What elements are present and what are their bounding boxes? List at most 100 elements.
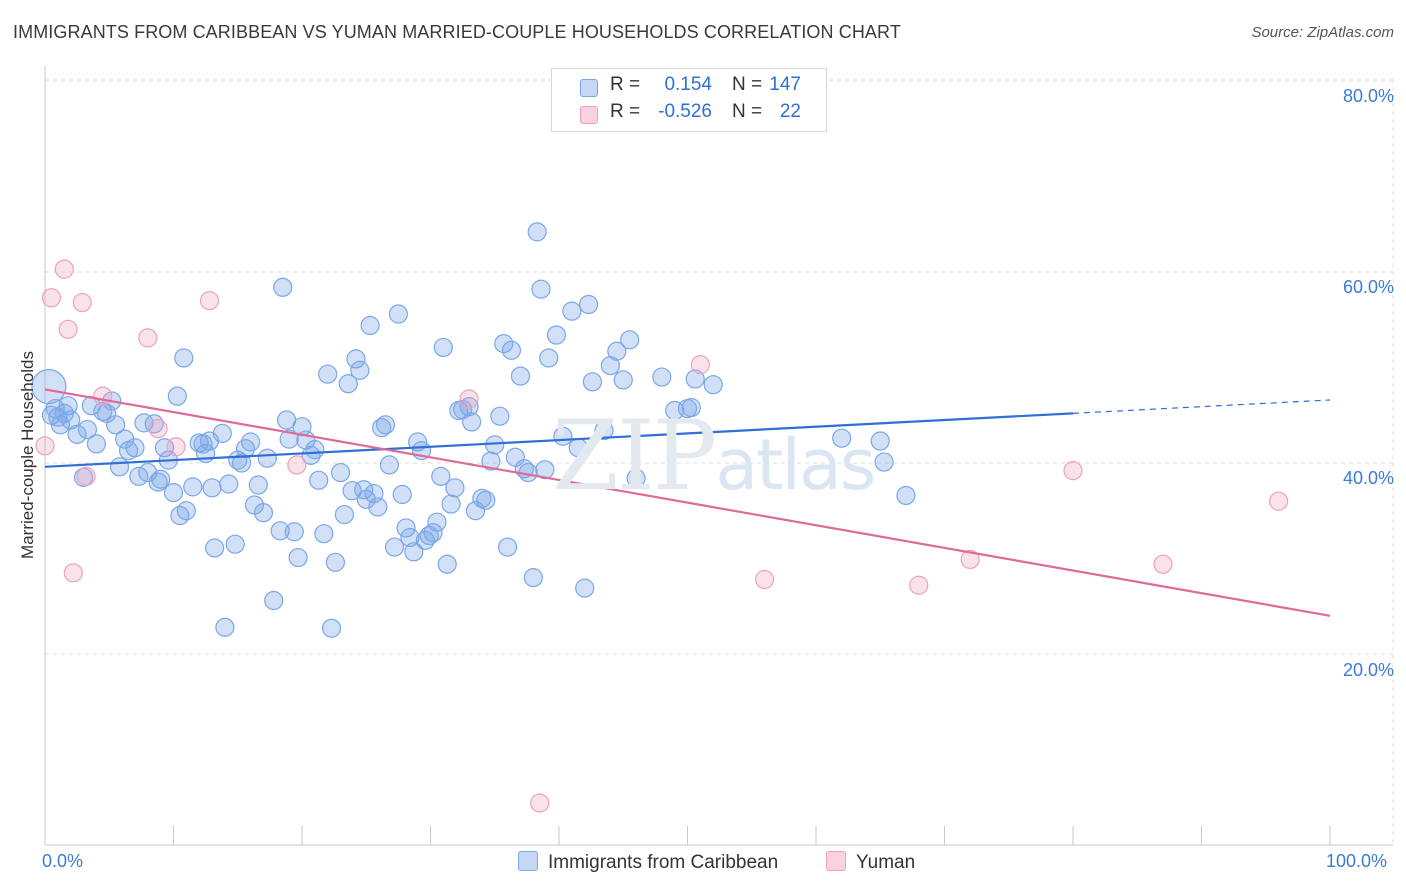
yuman-point (63, 563, 83, 583)
caribbean-trend-extension (1072, 399, 1331, 414)
chart-title: IMMIGRANTS FROM CARIBBEAN VS YUMAN MARRI… (13, 22, 901, 42)
yuman-point (199, 291, 220, 311)
caribbean-point (241, 432, 261, 452)
caribbean-point (309, 470, 329, 490)
yuman-point (148, 419, 168, 439)
caribbean-point (148, 472, 168, 492)
caribbean-point (270, 521, 290, 541)
caribbean-point (176, 501, 196, 521)
caribbean-point (388, 304, 408, 324)
caribbean-point (392, 484, 412, 505)
bottom-legend-caribbean: Immigrants from Caribbean (518, 851, 778, 874)
caribbean-point (125, 438, 145, 458)
caribbean-point (202, 478, 222, 498)
caribbean-point (67, 424, 87, 444)
caribbean-trend-line (44, 412, 1074, 468)
caribbean-point (183, 477, 203, 497)
caribbean-point (681, 398, 701, 418)
watermark: ZIPatlas (552, 400, 876, 512)
legend-n-label: N = (732, 101, 763, 122)
caribbean-point (212, 423, 232, 443)
yuman-point (166, 437, 186, 457)
watermark-atlas: atlas (715, 424, 876, 506)
caribbean-point (334, 504, 355, 525)
chart-source: Source: ZipAtlas.com (1251, 24, 1394, 41)
caribbean-point (874, 452, 894, 472)
yuman-point (93, 386, 113, 406)
caribbean-point (562, 301, 582, 321)
caribbean-point (384, 537, 405, 557)
caribbean-point (253, 503, 274, 523)
yuman-point (35, 436, 55, 456)
caribbean-point (273, 277, 293, 297)
yuman-point (58, 319, 78, 339)
yuman-point (1063, 461, 1083, 481)
watermark-zip: ZIP (552, 400, 717, 512)
caribbean-point (58, 396, 78, 416)
caribbean-point (832, 428, 852, 448)
caribbean-point (379, 455, 399, 475)
caribbean-point (870, 431, 890, 451)
caribbean-point (427, 512, 447, 532)
caribbean-point (685, 369, 705, 389)
caribbean-point (279, 429, 299, 449)
caribbean-point (703, 375, 723, 395)
legend-n-label: N = (732, 74, 763, 95)
y-tick-label: 20.0% (1342, 660, 1394, 680)
caribbean-point (346, 349, 366, 369)
x-tick-label: 100.0% (1326, 851, 1388, 871)
caribbean-point (167, 386, 187, 406)
caribbean-point (288, 547, 308, 568)
legend-r-value: 0.154 (664, 74, 712, 95)
x-tick-label: 0.0% (42, 851, 84, 871)
caribbean-point (582, 372, 603, 392)
caribbean-point (501, 340, 522, 360)
caribbean-point (462, 412, 482, 432)
caribbean-point (163, 483, 184, 503)
legend-n-value: 147 (769, 74, 801, 95)
caribbean-point (431, 466, 451, 486)
bottom-legend-yuman: Yuman (826, 851, 915, 874)
caribbean-point (232, 453, 252, 473)
caribbean-point (445, 478, 465, 498)
caribbean-point (109, 457, 130, 477)
caribbean-point (652, 367, 672, 387)
bottom-legend-label: Yuman (856, 852, 916, 873)
caribbean-point (360, 315, 380, 336)
caribbean-point (106, 415, 126, 435)
caribbean-point (423, 523, 443, 543)
series-yuman-points (35, 259, 1289, 813)
yuman-point (754, 569, 775, 590)
yuman-point (909, 575, 929, 595)
caribbean-point (50, 415, 71, 435)
bottom-legend-swatch-yuman (826, 851, 846, 871)
caribbean-point (600, 355, 621, 376)
caribbean-point (441, 494, 461, 514)
series-caribbean-points (31, 222, 916, 638)
yuman-point (530, 793, 550, 813)
caribbean-point (314, 524, 334, 544)
yuman-point (690, 355, 710, 375)
correlation-legend: R = 0.154 N = 147 R = -0.526 N = 22 (551, 68, 827, 132)
caribbean-point (330, 462, 351, 483)
caribbean-point (338, 374, 358, 394)
caribbean-point (594, 420, 614, 441)
caribbean-point (77, 419, 98, 440)
caribbean-point (219, 474, 239, 494)
caribbean-point (321, 618, 342, 638)
caribbean-point (400, 527, 420, 548)
caribbean-point (481, 451, 501, 471)
caribbean-point (151, 469, 171, 489)
caribbean-point (546, 325, 567, 345)
legend-swatch-caribbean (580, 79, 598, 97)
yuman-point (54, 259, 74, 279)
caribbean-point (620, 330, 640, 350)
yuman-point (41, 288, 62, 308)
caribbean-point (459, 397, 479, 417)
caribbean-point (86, 434, 107, 454)
trend-lines (44, 388, 1331, 617)
caribbean-point (257, 448, 277, 468)
caribbean-point (356, 489, 376, 509)
caribbean-point (264, 590, 284, 611)
